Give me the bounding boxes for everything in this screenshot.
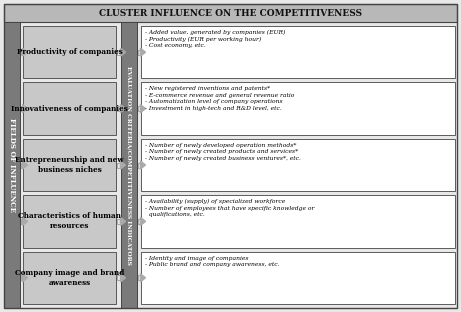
Polygon shape — [141, 217, 146, 225]
Bar — [141, 195, 455, 248]
Bar — [23, 139, 116, 191]
Text: Company image and brand
awareness: Company image and brand awareness — [15, 269, 124, 287]
Polygon shape — [120, 48, 125, 56]
Text: Innovativeness of companies: Innovativeness of companies — [11, 105, 128, 113]
Text: EVALUATION CRITERIA/COMPETITIVENESS INDICATORS: EVALUATION CRITERIA/COMPETITIVENESS INDI… — [126, 66, 131, 265]
Text: - Availability (supply) of specialized workforce
- Number of employees that have: - Availability (supply) of specialized w… — [145, 199, 314, 217]
Bar — [141, 139, 455, 191]
Bar — [23, 195, 116, 248]
Text: FIELDS OF INFLUENCE: FIELDS OF INFLUENCE — [8, 118, 16, 212]
Bar — [141, 251, 455, 304]
Text: - Identity and image of companies
- Public brand and company awareness, etc.: - Identity and image of companies - Publ… — [145, 256, 279, 267]
Bar — [121, 22, 137, 308]
Polygon shape — [23, 274, 28, 282]
Bar — [4, 4, 457, 22]
Polygon shape — [23, 48, 28, 56]
Polygon shape — [23, 217, 28, 225]
Text: - New registered inventions and patents*
- E-commerce revenue and general revenu: - New registered inventions and patents*… — [145, 86, 295, 110]
Bar — [141, 82, 455, 135]
Polygon shape — [141, 105, 146, 113]
Polygon shape — [23, 161, 28, 169]
Polygon shape — [120, 274, 125, 282]
Bar — [23, 82, 116, 135]
Text: Productivity of companies: Productivity of companies — [17, 48, 122, 56]
Polygon shape — [120, 105, 125, 113]
Polygon shape — [141, 161, 146, 169]
Text: CLUSTER INFLUENCE ON THE COMPETITIVENESS: CLUSTER INFLUENCE ON THE COMPETITIVENESS — [99, 8, 362, 17]
Polygon shape — [141, 48, 146, 56]
Text: Characteristics of human
resources: Characteristics of human resources — [18, 212, 121, 230]
Text: Entrepreneurship and new
business niches: Entrepreneurship and new business niches — [15, 156, 124, 174]
Polygon shape — [23, 105, 28, 113]
Polygon shape — [141, 274, 146, 282]
Text: - Added value, generated by companies (EUR)
- Productivity (EUR per working hour: - Added value, generated by companies (E… — [145, 30, 285, 48]
Bar — [4, 22, 20, 308]
Bar — [141, 26, 455, 78]
Bar — [23, 26, 116, 78]
Polygon shape — [120, 217, 125, 225]
Bar — [23, 251, 116, 304]
Polygon shape — [120, 161, 125, 169]
Text: - Number of newly developed operation methods*
- Number of newly created product: - Number of newly developed operation me… — [145, 143, 301, 161]
